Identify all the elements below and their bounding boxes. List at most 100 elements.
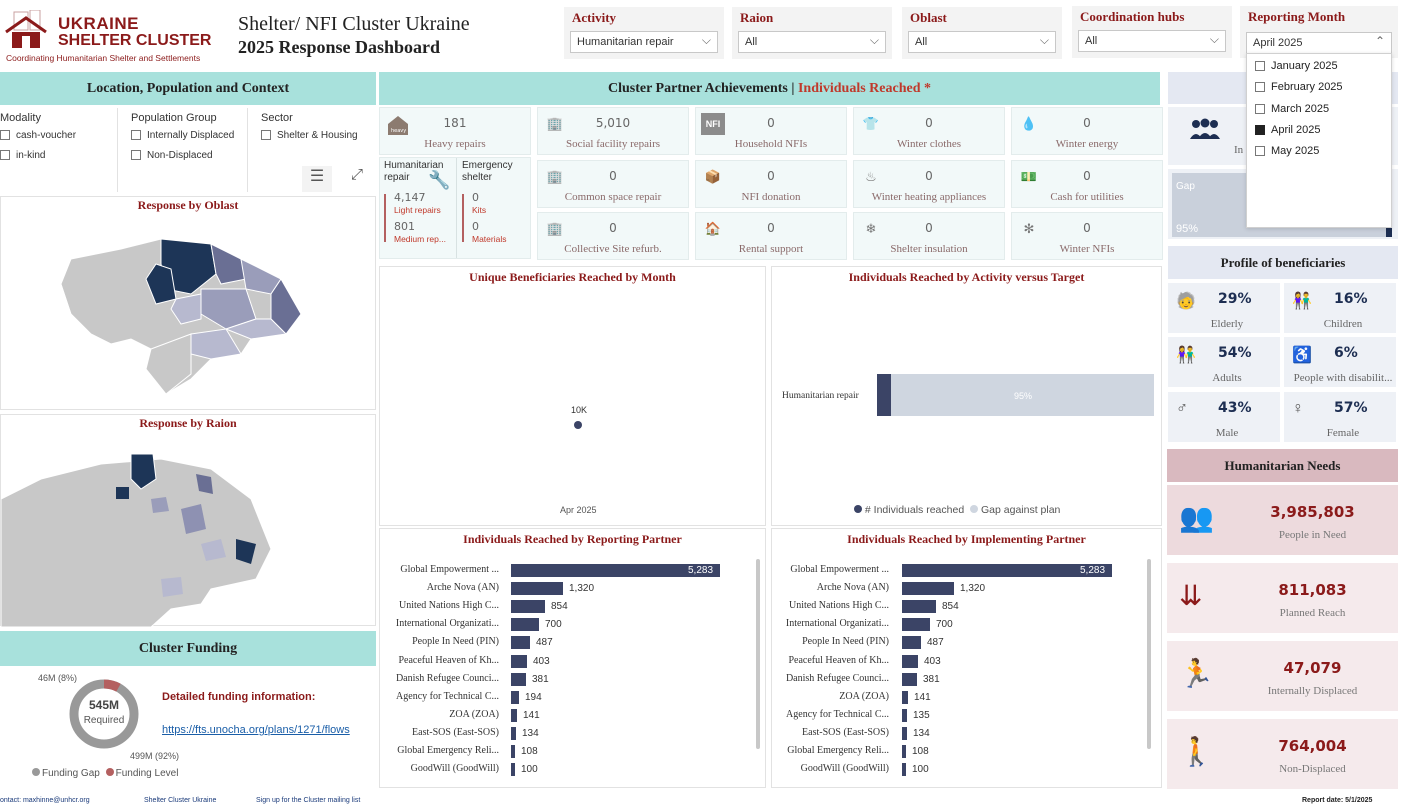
bar[interactable] <box>902 618 930 632</box>
profile-value: 16% <box>1334 291 1368 307</box>
card-value: 0 <box>925 169 933 183</box>
hubs-select[interactable]: All ⌵ <box>1078 30 1226 52</box>
bar[interactable] <box>511 564 720 577</box>
bar-value-label: 700 <box>936 619 953 631</box>
option-in-kind[interactable]: in-kind <box>0 150 45 161</box>
option-label: April 2025 <box>1271 123 1321 136</box>
legend-level-dot <box>105 768 114 776</box>
bar[interactable] <box>902 708 907 722</box>
slicer-title: Modality <box>0 112 41 124</box>
card-caption: Winter heating appliances <box>871 191 987 203</box>
checkbox[interactable] <box>131 150 141 161</box>
achievement-card[interactable]: ✻ 0 Winter NFIs <box>1011 212 1163 260</box>
achievement-card[interactable]: ♨ 0 Winter heating appliances <box>853 160 1005 208</box>
option-label: February 2025 <box>1271 81 1343 94</box>
cluster-logo: UKRAINE SHELTER CLUSTER Coordinating Hum… <box>4 10 214 66</box>
filter-raion[interactable]: Raion All ⌵ <box>732 7 892 59</box>
ukraine-oblast-map[interactable] <box>51 219 311 399</box>
checkbox[interactable] <box>1255 124 1265 135</box>
svg-text:heavy: heavy <box>391 128 406 134</box>
checkbox[interactable] <box>1255 82 1265 93</box>
footer-contact[interactable]: ontact: maxhinne@unhcr.org <box>0 797 90 804</box>
bar-value-label: 141 <box>523 709 540 721</box>
bar-reached[interactable] <box>877 374 891 416</box>
filter-month[interactable]: Reporting Month April 2025 ⌃ <box>1240 6 1398 58</box>
option-shelter-housing[interactable]: Shelter & Housing <box>261 130 358 141</box>
month-option[interactable]: January 2025 <box>1255 60 1338 72</box>
filter-label: Oblast <box>910 10 947 25</box>
oblast-select[interactable]: All ⌵ <box>908 31 1056 53</box>
achievement-card[interactable]: NFI 0 Household NFIs <box>695 107 847 155</box>
bar[interactable] <box>511 618 539 632</box>
checkbox[interactable] <box>1255 103 1265 114</box>
bar-category-label: Global Emergency Reli... <box>787 745 889 756</box>
option-idp[interactable]: Internally Displaced <box>131 130 234 141</box>
raion-select[interactable]: All ⌵ <box>738 31 886 53</box>
footer-link-mailing[interactable]: Sign up for the Cluster mailing list <box>256 797 361 804</box>
bar[interactable] <box>902 726 907 740</box>
bar[interactable] <box>902 745 906 758</box>
option-cash-voucher[interactable]: cash-voucher <box>0 130 76 141</box>
achievement-card[interactable]: 💧 0 Winter energy <box>1011 107 1163 155</box>
checkbox[interactable] <box>1255 146 1265 157</box>
bar[interactable] <box>511 708 517 722</box>
month-option[interactable]: February 2025 <box>1255 81 1343 93</box>
bar-category-label: GoodWill (GoodWill) <box>410 763 499 775</box>
expand-icon[interactable]: ⤢ <box>350 166 363 183</box>
achievement-card[interactable]: 💵 0 Cash for utilities <box>1011 160 1163 208</box>
achievement-card[interactable]: ❄ 0 Shelter insulation <box>853 212 1005 260</box>
bar[interactable] <box>902 690 908 704</box>
month-option[interactable]: May 2025 <box>1255 145 1319 157</box>
bar[interactable] <box>902 636 921 650</box>
funding-donut[interactable] <box>68 678 140 750</box>
report-date: Report date: 5/1/2025 <box>1302 797 1373 804</box>
bar[interactable] <box>902 654 918 668</box>
bar-category-label: International Organizati... <box>785 618 889 630</box>
bar[interactable] <box>511 600 545 614</box>
option-non-displaced[interactable]: Non-Displaced <box>131 150 213 161</box>
ukraine-raion-map[interactable] <box>1 439 301 627</box>
filter-hubs[interactable]: Coordination hubs All ⌵ <box>1072 6 1232 58</box>
bar[interactable] <box>511 745 515 758</box>
month-select[interactable]: April 2025 ⌃ <box>1246 32 1392 54</box>
achievement-card[interactable]: 🏠 0 Rental support <box>695 212 847 260</box>
bar[interactable] <box>511 690 519 704</box>
bar[interactable] <box>902 582 954 596</box>
data-point[interactable] <box>574 421 582 429</box>
bar-category-label: Danish Refugee Counci... <box>785 672 889 684</box>
month-option[interactable]: April 2025 <box>1255 124 1321 136</box>
bar[interactable] <box>511 582 563 596</box>
achievement-card[interactable]: 🏢 0 Collective Site refurb. <box>537 212 689 260</box>
bar[interactable] <box>511 654 527 668</box>
bar[interactable] <box>511 726 516 740</box>
filter-icon[interactable]: ☰ <box>302 166 332 192</box>
footer-link-cluster[interactable]: Shelter Cluster Ukraine <box>144 797 217 804</box>
bar[interactable] <box>902 600 936 614</box>
activity-select[interactable]: Humanitarian repair ⌵ <box>570 31 718 53</box>
achievement-card[interactable]: 🏢 0 Common space repair <box>537 160 689 208</box>
achievement-card[interactable]: 👕 0 Winter clothes <box>853 107 1005 155</box>
bar[interactable] <box>902 763 906 777</box>
card-humanitarian-repair[interactable]: Humanitarian repair 🔧 4,147 Light repair… <box>379 157 531 259</box>
filter-activity[interactable]: Activity Humanitarian repair ⌵ <box>564 7 724 59</box>
chart-reporting-partner: Individuals Reached by Reporting Partner… <box>379 528 766 788</box>
bar[interactable] <box>902 564 1112 577</box>
achievement-card[interactable]: 🏢 5,010 Social facility repairs <box>537 107 689 155</box>
checkbox[interactable] <box>131 130 141 141</box>
card-heavy-repairs[interactable]: heavy 181 Heavy repairs <box>379 107 531 155</box>
month-option[interactable]: March 2025 <box>1255 103 1329 115</box>
bar[interactable] <box>902 672 917 686</box>
scrollbar[interactable] <box>1147 559 1151 749</box>
scrollbar[interactable] <box>756 559 760 749</box>
achievement-card[interactable]: 📦 0 NFI donation <box>695 160 847 208</box>
bar[interactable] <box>511 763 515 777</box>
checkbox[interactable] <box>1255 61 1265 72</box>
bar[interactable] <box>511 636 530 650</box>
bar[interactable] <box>511 672 526 686</box>
checkbox[interactable] <box>261 130 271 141</box>
bar-gap[interactable] <box>891 374 1154 416</box>
filter-oblast[interactable]: Oblast All ⌵ <box>902 7 1062 59</box>
funding-link[interactable]: https://fts.unocha.org/plans/1271/flows <box>162 724 350 736</box>
checkbox[interactable] <box>0 130 10 141</box>
checkbox[interactable] <box>0 150 10 161</box>
